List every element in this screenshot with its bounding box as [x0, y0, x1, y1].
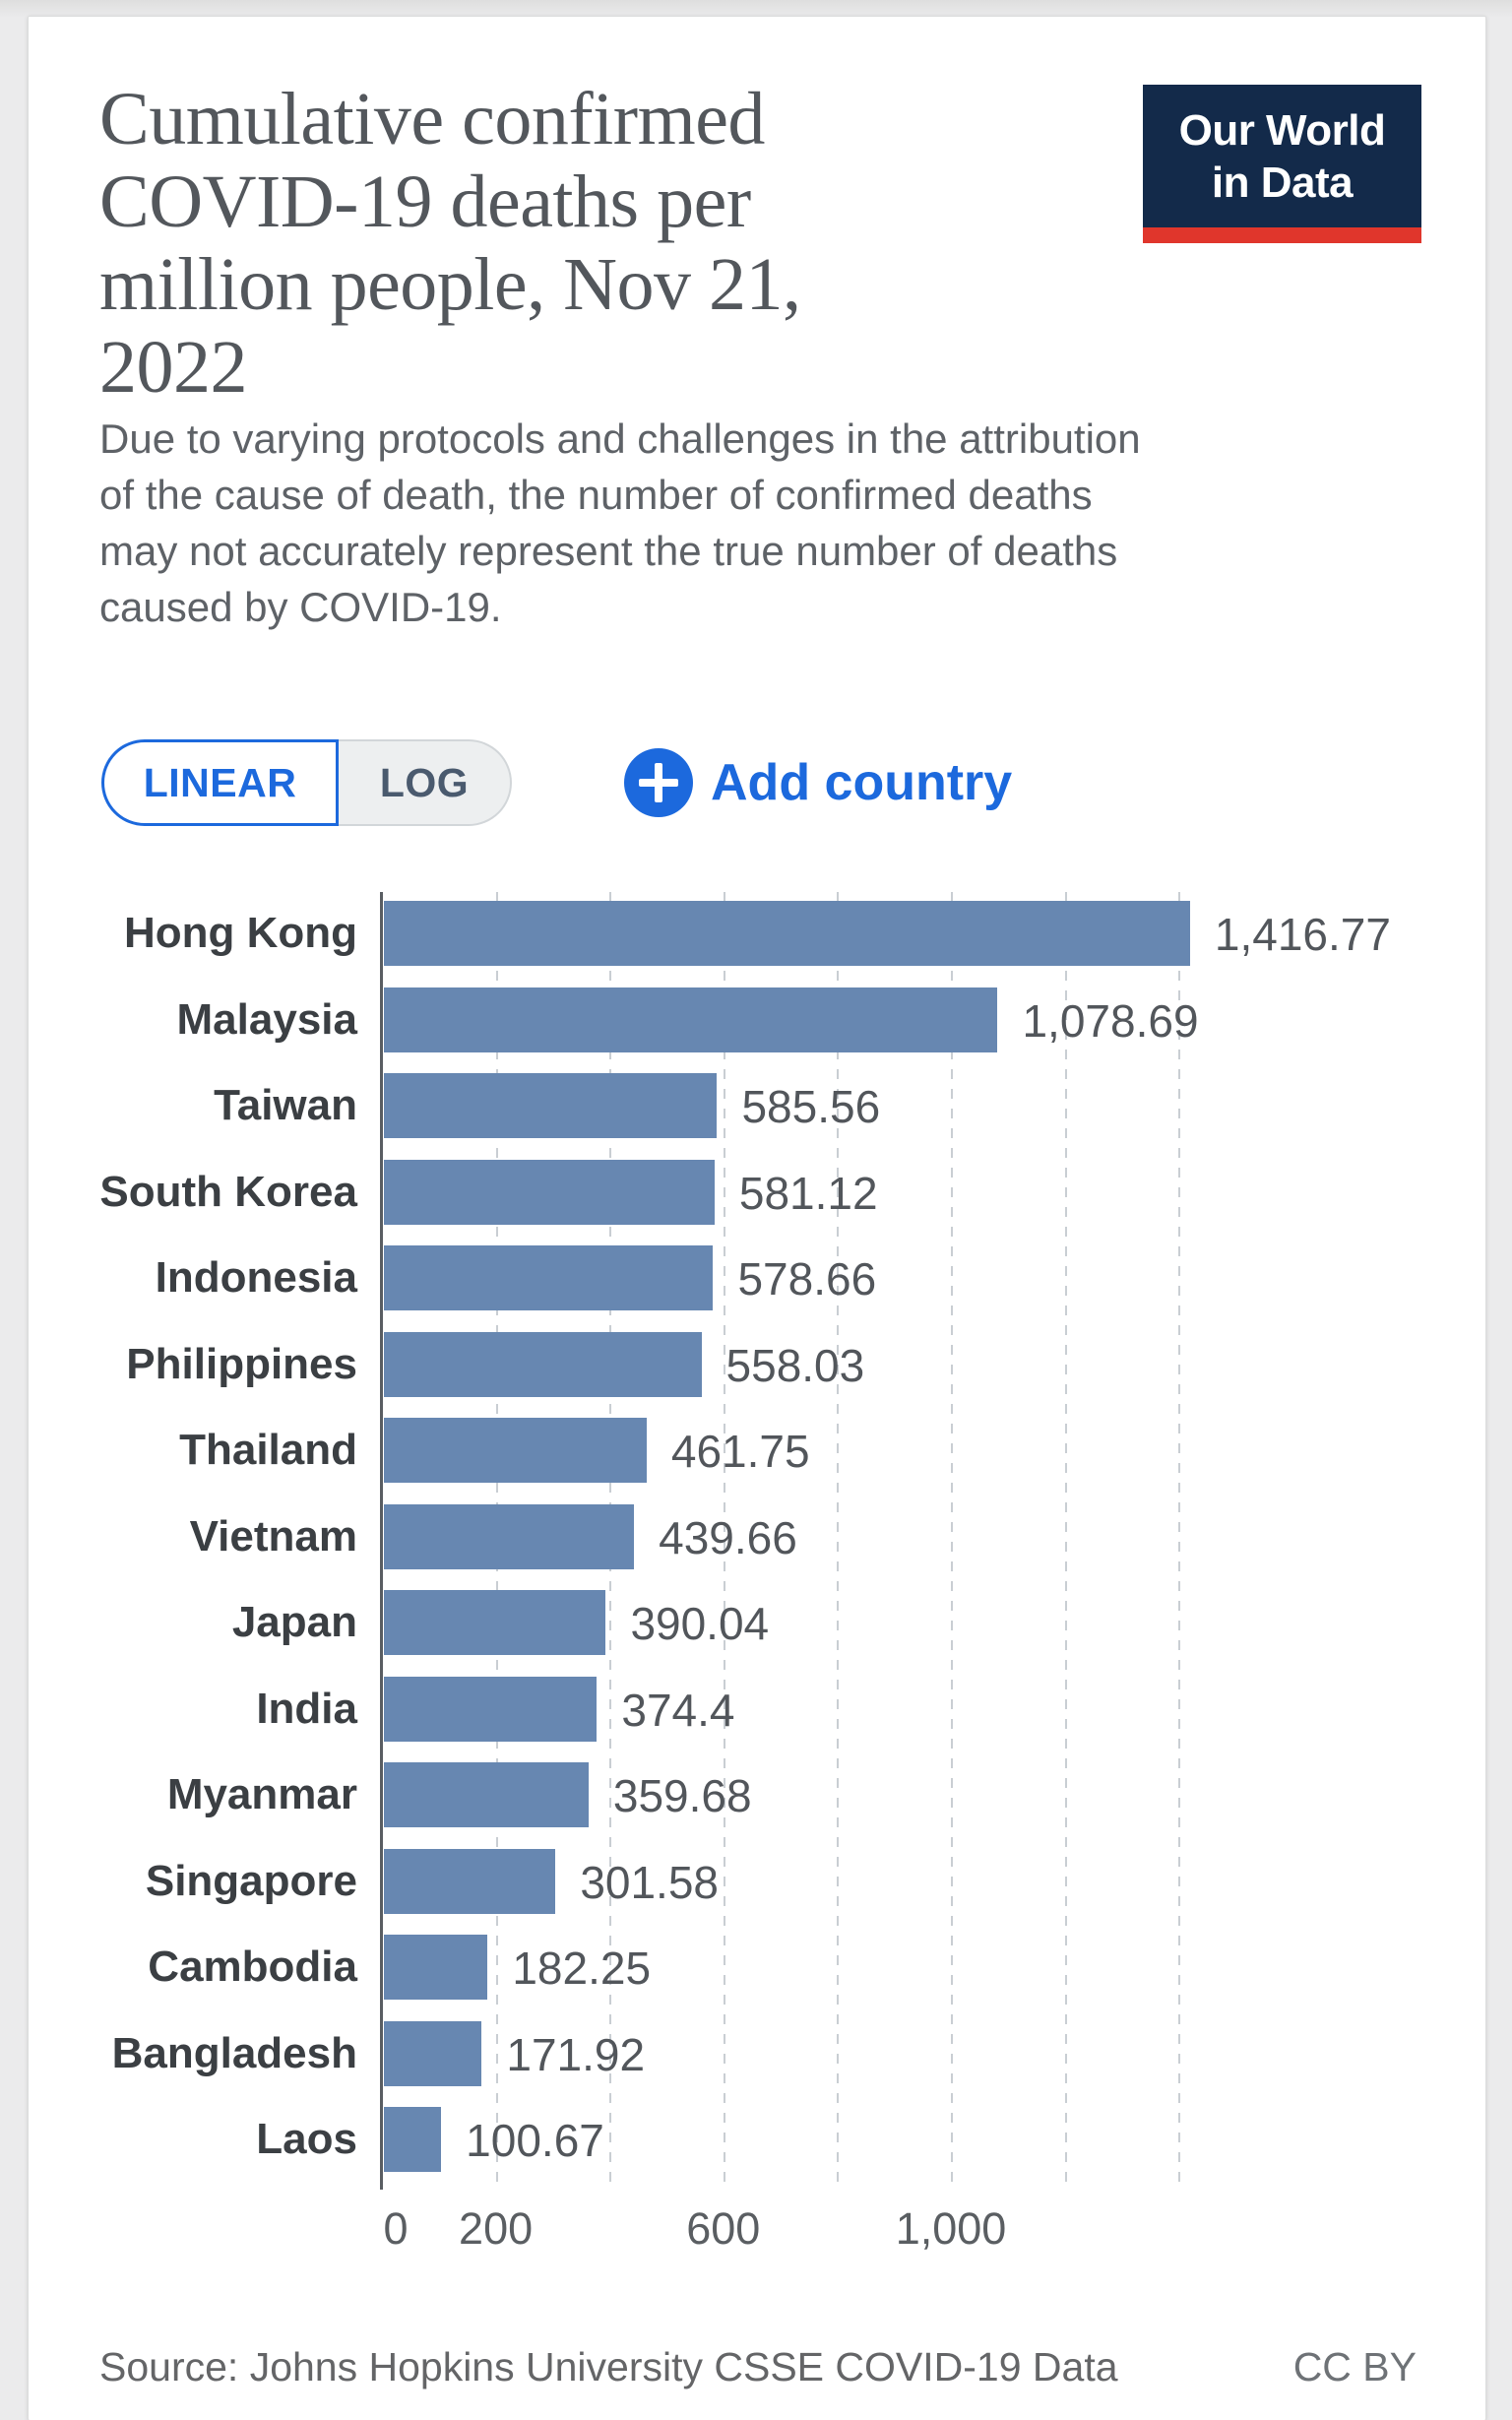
license-link[interactable]: CC BY — [1292, 2344, 1417, 2389]
bar[interactable] — [384, 1159, 715, 1225]
value-label: 585.56 — [741, 1081, 881, 1132]
bar-row: Bangladesh 171.92 — [29, 2020, 1487, 2086]
value-label: 461.75 — [670, 1426, 810, 1477]
subtitle-line: caused by COVID-19. — [99, 584, 502, 630]
bar-row: Taiwan 585.56 — [29, 1073, 1487, 1138]
bar[interactable] — [384, 2020, 482, 2086]
gridline — [951, 892, 953, 2190]
country-label: Indonesia — [155, 1253, 357, 1302]
bar[interactable] — [384, 1503, 635, 1569]
bar-row: Singapore 301.58 — [29, 1848, 1487, 1914]
gridline — [1178, 892, 1181, 2190]
x-axis-tick-label: 200 — [459, 2203, 534, 2254]
chart-subtitle: Due to varying protocols and challenges … — [99, 411, 1141, 635]
bar-chart: Hong Kong 1,416.77 Malaysia 1,078.69 Taiwan 5… — [29, 892, 1487, 2332]
value-label: 558.03 — [725, 1339, 865, 1391]
owid-logo-red-stripe — [1143, 227, 1421, 243]
bar[interactable] — [384, 1935, 488, 2000]
chart-footer: Source: Johns Hopkins University CSSE CO… — [99, 2344, 1417, 2393]
country-label: South Korea — [99, 1167, 357, 1216]
bar-row: Philippines 558.03 — [29, 1331, 1487, 1397]
country-label: Myanmar — [166, 1770, 357, 1818]
linear-toggle-button[interactable]: LINEAR — [101, 739, 339, 826]
value-label: 359.68 — [612, 1770, 752, 1821]
country-label: India — [256, 1684, 357, 1733]
value-label: 581.12 — [738, 1167, 878, 1219]
bar-row: Laos 100.67 — [29, 2107, 1487, 2172]
chart-card: Cumulative confirmed COVID-19 deaths per m… — [28, 16, 1486, 2420]
bar-row: Japan 390.04 — [29, 1590, 1487, 1655]
title-line: Cumulative confirmed — [99, 78, 765, 160]
x-axis-tick-label: 0 — [383, 2203, 409, 2254]
add-country-label: Add country — [711, 754, 1013, 811]
country-label: Cambodia — [148, 1942, 357, 1991]
add-country-button[interactable]: Add country — [624, 739, 1012, 826]
bar-row: Myanmar 359.68 — [29, 1762, 1487, 1827]
value-label: 439.66 — [659, 1511, 797, 1563]
bar-row: Thailand 461.75 — [29, 1418, 1487, 1483]
page-title: Cumulative confirmed COVID-19 deaths per m… — [99, 78, 801, 409]
bar[interactable] — [384, 901, 1190, 966]
country-label: Singapore — [145, 1856, 357, 1905]
country-label: Taiwan — [214, 1081, 357, 1129]
owid-logo-line2: in Data — [1211, 158, 1354, 207]
value-label: 171.92 — [506, 2028, 646, 2080]
country-label: Bangladesh — [111, 2028, 357, 2077]
owid-logo-line1: Our World — [1178, 105, 1386, 155]
plus-circle-icon — [624, 748, 693, 817]
scale-toggle: LINEAR LOG — [101, 739, 512, 826]
bar[interactable] — [384, 1848, 556, 1914]
x-axis-tick-label: 1,000 — [895, 2203, 1007, 2254]
value-label: 1,078.69 — [1022, 994, 1199, 1047]
value-label: 100.67 — [466, 2115, 604, 2166]
bar-row: Vietnam 439.66 — [29, 1503, 1487, 1569]
bar-row: Indonesia 578.66 — [29, 1245, 1487, 1310]
bar[interactable] — [384, 1676, 598, 1742]
bar-row: India 374.4 — [29, 1676, 1487, 1742]
y-axis-line — [380, 892, 383, 2190]
x-axis-tick-label: 600 — [686, 2203, 761, 2254]
bar[interactable] — [384, 1418, 647, 1483]
country-label: Malaysia — [176, 994, 357, 1044]
bar[interactable] — [384, 987, 998, 1052]
country-label: Philippines — [126, 1339, 357, 1388]
country-label: Thailand — [179, 1426, 357, 1474]
gridline — [1064, 892, 1067, 2190]
country-label: Japan — [231, 1598, 357, 1646]
country-label: Vietnam — [189, 1511, 357, 1560]
value-label: 374.4 — [621, 1684, 735, 1736]
value-label: 301.58 — [580, 1856, 720, 1908]
owid-logo: Our World in Data — [1143, 85, 1421, 243]
subtitle-line: Due to varying protocols and challenges … — [99, 415, 1141, 462]
bar[interactable] — [384, 1245, 714, 1310]
title-line: million people, Nov 21, — [99, 243, 801, 326]
source-text: Source: Johns Hopkins University CSSE CO… — [99, 2344, 1118, 2389]
value-label: 182.25 — [512, 1942, 652, 1994]
title-line: 2022 — [99, 326, 247, 409]
gridline — [837, 892, 840, 2190]
bar[interactable] — [384, 1073, 718, 1138]
country-label: Laos — [256, 2115, 357, 2163]
subtitle-line: may not accurately represent the true nu… — [99, 528, 1118, 574]
value-label: 578.66 — [737, 1253, 877, 1305]
value-label: 1,416.77 — [1214, 909, 1391, 960]
bar-row: Cambodia 182.25 — [29, 1935, 1487, 2000]
log-toggle-button[interactable]: LOG — [339, 739, 512, 826]
bar[interactable] — [384, 1331, 702, 1397]
gridline — [723, 892, 725, 2190]
bar[interactable] — [384, 1762, 589, 1827]
bar[interactable] — [384, 2107, 442, 2172]
subtitle-line: of the cause of death, the number of con… — [99, 472, 1093, 518]
value-label: 390.04 — [630, 1598, 770, 1649]
title-line: COVID-19 deaths per — [99, 160, 751, 243]
bar[interactable] — [384, 1590, 606, 1655]
bar-row: Hong Kong 1,416.77 — [29, 901, 1487, 966]
owid-logo-text: Our World in Data — [1143, 85, 1421, 227]
country-label: Hong Kong — [123, 909, 357, 957]
bar-row: Malaysia 1,078.69 — [29, 987, 1487, 1052]
bar-row: South Korea 581.12 — [29, 1159, 1487, 1225]
